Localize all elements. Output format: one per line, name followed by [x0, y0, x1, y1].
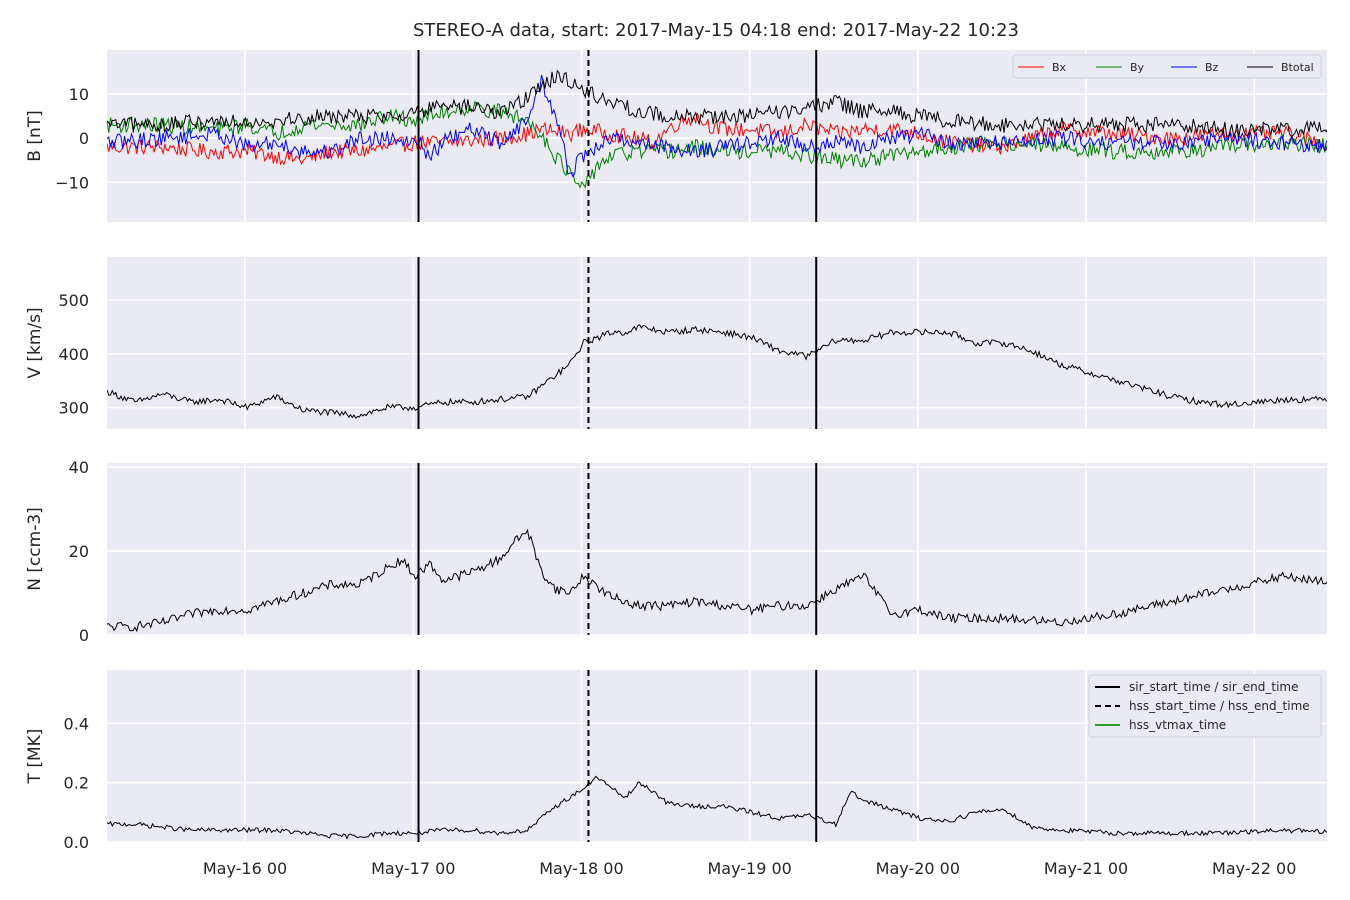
- series-line-t: [107, 775, 1327, 840]
- panel-N: 0 20 40 N [ccm-3]: [25, 458, 1327, 645]
- plot-area-V: [107, 257, 1327, 429]
- x-tick-label: May-18 00: [539, 859, 623, 878]
- y-tick-label: 0.4: [64, 714, 89, 733]
- y-axis-label-B: B [nT]: [25, 110, 45, 162]
- legend-label: sir_start_time / sir_end_time: [1129, 680, 1299, 694]
- panel-V: 300 400 500 V [km/s]: [25, 257, 1327, 429]
- y-tick-label: 20: [69, 542, 89, 561]
- y-tick-label: 40: [69, 458, 89, 477]
- series-line-bx: [107, 112, 1327, 166]
- y-tick-label: 10: [69, 85, 89, 104]
- legend-label-btotal: Btotal: [1281, 61, 1314, 74]
- plot-area-N: [107, 463, 1327, 635]
- x-tick-label: May-20 00: [876, 859, 960, 878]
- y-tick-label: 500: [58, 291, 89, 310]
- traces-T: [107, 775, 1327, 840]
- y-axis-label-N: N [ccm-3]: [25, 507, 45, 591]
- series-line-bz: [107, 74, 1327, 178]
- x-tick-label: May-21 00: [1044, 859, 1128, 878]
- legend-label-bx: Bx: [1052, 61, 1067, 74]
- traces-V: [107, 324, 1327, 419]
- y-axis-label-V: V [km/s]: [25, 307, 45, 378]
- y-tick-label: 400: [58, 345, 89, 364]
- y-tick-label: −10: [55, 173, 89, 192]
- legend-box: [1012, 54, 1322, 79]
- x-tick-label: May-17 00: [371, 859, 455, 878]
- traces-B: [107, 69, 1327, 189]
- y-tick-label: 0.2: [64, 774, 89, 793]
- series-line-btotal: [107, 69, 1327, 138]
- legend-label: hss_start_time / hss_end_time: [1129, 699, 1310, 713]
- y-tick-label: 0.0: [64, 833, 89, 852]
- x-tick-label: May-16 00: [203, 859, 287, 878]
- x-tick-label: May-22 00: [1212, 859, 1296, 878]
- legend-box: [1088, 674, 1322, 738]
- y-tick-label: 300: [58, 399, 89, 418]
- legend-label-bz: Bz: [1205, 61, 1219, 74]
- legend-t: sir_start_time / sir_end_time hss_start_t…: [1088, 674, 1322, 738]
- y-tick-label: 0: [79, 626, 89, 645]
- legend-b: Bx By Bz Btotal: [1012, 54, 1322, 79]
- y-axis-label-T: T [MK]: [25, 729, 45, 785]
- series-line-n: [107, 528, 1327, 633]
- traces-N: [107, 528, 1327, 633]
- x-tick-label: May-19 00: [707, 859, 791, 878]
- series-line-v: [107, 324, 1327, 419]
- panel-B: −10 0 10 B [nT]: [25, 50, 1327, 222]
- chart-title: STEREO-A data, start: 2017-May-15 04:18 …: [413, 20, 1019, 41]
- legend-label-by: By: [1130, 61, 1145, 74]
- legend-label: hss_vtmax_time: [1129, 718, 1226, 732]
- y-tick-label: 0: [79, 129, 89, 148]
